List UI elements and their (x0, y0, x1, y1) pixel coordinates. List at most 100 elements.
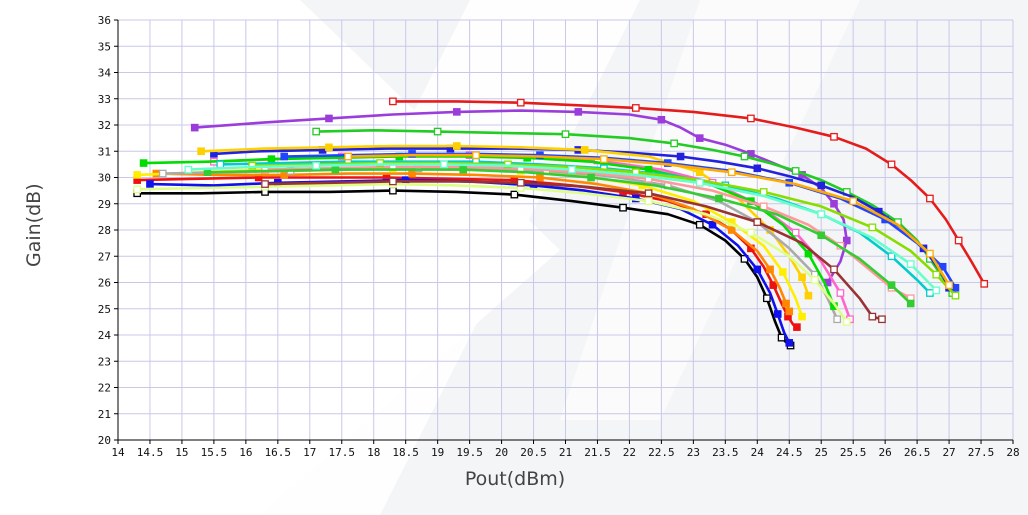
data-point (580, 146, 589, 154)
series-18 (203, 165, 915, 308)
data-point (830, 265, 838, 274)
series-line (143, 155, 836, 307)
data-point (791, 228, 800, 237)
x-tick-label: 22 (623, 446, 636, 459)
series-line (207, 168, 912, 305)
data-point (830, 199, 838, 208)
data-point (766, 265, 774, 274)
data-point (817, 181, 826, 190)
data-point (785, 307, 794, 316)
data-point (389, 97, 397, 106)
data-point (932, 270, 941, 279)
data-point (216, 160, 225, 169)
data-point (695, 178, 704, 187)
data-point (932, 286, 941, 295)
x-tick-label: 23 (687, 446, 700, 459)
data-point (727, 168, 736, 177)
series-line (201, 144, 810, 297)
data-point (331, 165, 340, 174)
data-point (453, 142, 461, 150)
x-tick-label: 24.5 (776, 446, 803, 459)
data-point (791, 167, 800, 175)
data-point (887, 160, 896, 169)
data-point (945, 281, 953, 289)
data-point (325, 114, 333, 123)
x-tick-label: 25 (815, 446, 828, 459)
data-point (715, 194, 723, 203)
data-point (574, 108, 583, 116)
data-point (753, 265, 762, 274)
data-point (708, 220, 717, 229)
data-point (267, 155, 276, 163)
data-point (472, 151, 480, 160)
x-tick-label: 16.5 (265, 446, 292, 459)
data-point (753, 218, 762, 226)
data-point (759, 202, 768, 211)
x-tick-label: 26 (879, 446, 892, 459)
data-point (433, 127, 442, 136)
data-point (184, 165, 193, 174)
x-tick-label: 21 (559, 446, 572, 459)
x-tick-label: 22.5 (648, 446, 675, 459)
data-point (817, 210, 826, 219)
data-point (587, 173, 595, 182)
x-tick-label: 14.5 (137, 446, 164, 459)
data-point (516, 98, 525, 107)
y-tick-label: 24 (98, 329, 112, 342)
x-tick-label: 16 (239, 446, 252, 459)
x-tick-label: 24 (751, 446, 765, 459)
data-point (619, 203, 627, 212)
data-point (676, 152, 685, 161)
data-point (769, 281, 778, 289)
data-point (887, 252, 896, 261)
y-tick-label: 36 (98, 14, 111, 27)
series-line (137, 182, 848, 323)
x-tick-label: 18 (367, 446, 380, 459)
y-tick-label: 20 (98, 434, 111, 447)
data-point (644, 197, 653, 205)
data-point (747, 228, 755, 237)
y-tick-label: 23 (98, 355, 111, 368)
data-point (782, 299, 790, 308)
data-point (631, 104, 640, 112)
series-21 (344, 151, 953, 289)
x-tick-label: 19.5 (456, 446, 483, 459)
x-tick-label: 26.5 (904, 446, 931, 459)
y-tick-label: 25 (98, 303, 111, 316)
data-point (727, 226, 736, 234)
series-6 (133, 173, 801, 331)
data-point (842, 236, 851, 245)
data-point (777, 333, 786, 342)
y-tick-label: 28 (98, 224, 111, 237)
series-10 (197, 142, 813, 300)
series-line (137, 189, 792, 347)
data-point (878, 315, 886, 324)
data-point (798, 273, 806, 282)
data-point (133, 185, 142, 194)
data-point (146, 180, 154, 188)
x-tick-label: 23.5 (712, 446, 739, 459)
data-point (190, 123, 199, 132)
data-point (139, 159, 148, 167)
data-point (695, 134, 704, 142)
x-tick-label: 17.5 (329, 446, 356, 459)
x-tick-label: 14 (111, 446, 125, 459)
series-20 (248, 159, 960, 300)
x-tick-label: 28 (1006, 446, 1019, 459)
data-point (779, 268, 787, 276)
y-axis-title: Gain(dB) (23, 183, 45, 267)
series-15 (261, 177, 886, 324)
y-tick-label: 31 (98, 145, 111, 158)
data-point (793, 323, 801, 331)
y-tick-label: 21 (98, 408, 111, 421)
data-point (849, 197, 858, 205)
data-point (644, 189, 653, 198)
series-2 (190, 108, 851, 287)
data-point (810, 276, 819, 284)
x-tick-label: 20.5 (520, 446, 547, 459)
data-point (887, 281, 896, 289)
y-tick-label: 27 (98, 250, 111, 263)
data-point (408, 169, 416, 178)
